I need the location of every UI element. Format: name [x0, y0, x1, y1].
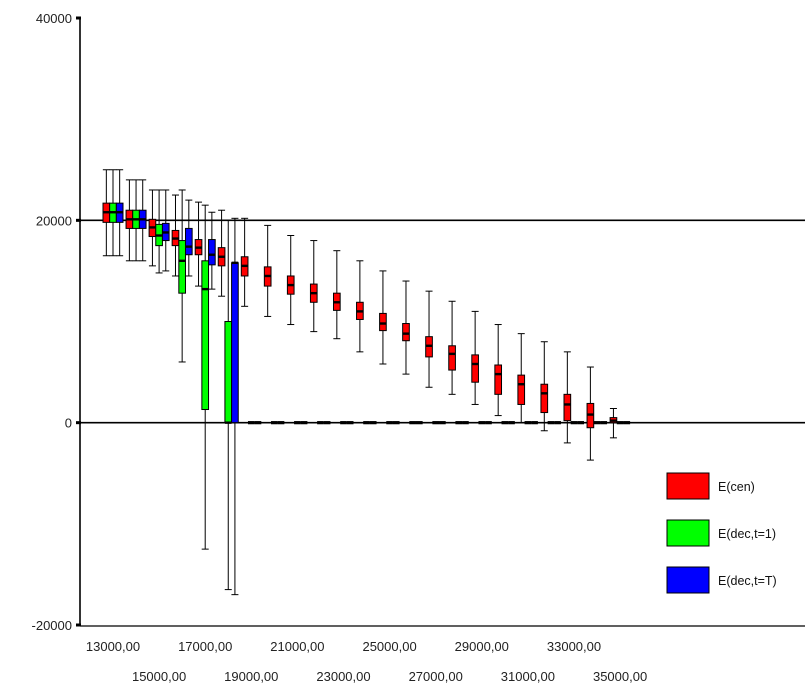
box-collapsed [462, 421, 469, 425]
box-collapsed [554, 421, 561, 425]
box-collapsed [369, 421, 377, 425]
box-collapsed [478, 421, 486, 425]
y-tick-label: 0 [65, 416, 72, 431]
box-collapsed [432, 421, 440, 425]
box-series [102, 169, 631, 596]
box-body [494, 364, 503, 395]
legend-swatch [666, 519, 710, 547]
legend-swatch [666, 566, 710, 594]
tick-labels: 40000 20000 0 -20000 13000,00 15000,00 17000,0… [32, 11, 648, 684]
x-tick-label: 19000,00 [224, 669, 278, 684]
box-collapsed [508, 421, 515, 425]
box-collapsed [623, 421, 631, 425]
x-tick-label: 25000,00 [362, 639, 416, 654]
box-body [178, 240, 186, 294]
box-body [517, 374, 526, 405]
legend-swatch [666, 472, 710, 500]
x-tick-label: 17000,00 [178, 639, 232, 654]
box-collapsed [346, 421, 354, 425]
box-collapsed [317, 421, 324, 425]
box-body [201, 260, 210, 411]
box-collapsed [501, 421, 509, 425]
box-collapsed [294, 421, 301, 425]
box-collapsed [254, 421, 262, 425]
box-collapsed [277, 421, 285, 425]
x-tick-label: 31000,00 [501, 669, 555, 684]
legend-label: E(cen) [718, 480, 755, 494]
x-tick-label: 21000,00 [270, 639, 324, 654]
x-tick-label: 33000,00 [547, 639, 601, 654]
y-tick-label: -20000 [32, 618, 72, 633]
box-body [231, 262, 239, 424]
box-body [563, 393, 572, 422]
box-body [448, 345, 456, 371]
box-collapsed [524, 421, 532, 425]
box-body [224, 321, 233, 424]
box-collapsed [570, 421, 578, 425]
box-body [402, 323, 410, 342]
y-tick [76, 218, 81, 222]
box-collapsed [577, 421, 584, 425]
box-body [379, 312, 387, 332]
box-collapsed [392, 421, 400, 425]
box-collapsed [547, 421, 555, 425]
axes [76, 16, 805, 627]
x-tick-label: 27000,00 [409, 669, 463, 684]
box-collapsed [485, 421, 492, 425]
box-collapsed [415, 421, 423, 425]
x-tick-label: 13000,00 [86, 639, 140, 654]
box-collapsed [386, 421, 393, 425]
x-tick-label: 15000,00 [132, 669, 186, 684]
box-collapsed [340, 421, 347, 425]
box-collapsed [271, 421, 278, 425]
box-collapsed [409, 421, 416, 425]
box-body [184, 227, 193, 256]
y-tick-label: 20000 [36, 213, 72, 228]
box-collapsed [323, 421, 331, 425]
legend: E(cen) E(dec,t=1) E(dec,t=T) [666, 472, 777, 594]
box-collapsed [600, 421, 608, 425]
box-body [208, 239, 216, 266]
legend-label: E(dec,t=1) [718, 527, 776, 541]
x-tick-label: 35000,00 [593, 669, 647, 684]
box-collapsed [247, 421, 255, 425]
legend-label: E(dec,t=T) [718, 574, 777, 588]
x-tick-label: 29000,00 [455, 639, 509, 654]
box-collapsed [531, 421, 538, 425]
box-collapsed [455, 421, 463, 425]
y-tick [76, 16, 81, 20]
box-collapsed [439, 421, 446, 425]
box-collapsed [593, 421, 601, 425]
y-tick [76, 623, 81, 627]
box-body [540, 383, 549, 414]
y-tick-label: 40000 [36, 11, 72, 26]
box-collapsed [363, 421, 370, 425]
box-collapsed [300, 421, 308, 425]
y-tick [76, 421, 81, 425]
box-collapsed [616, 421, 624, 425]
box-body [471, 354, 479, 383]
x-tick-label: 23000,00 [316, 669, 370, 684]
